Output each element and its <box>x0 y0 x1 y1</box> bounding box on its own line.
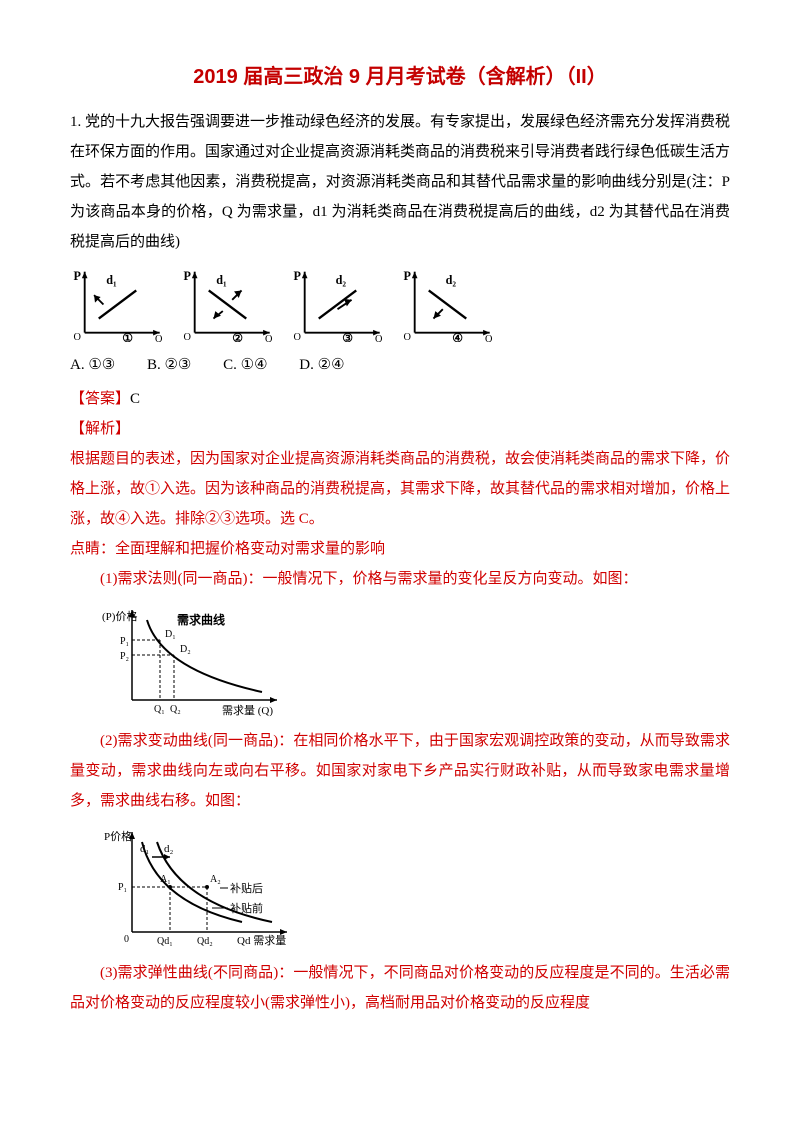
svg-text:0: 0 <box>124 934 129 945</box>
svg-text:D₁: D₁ <box>165 629 176 640</box>
svg-text:P₂: P₂ <box>120 651 129 662</box>
svg-text:d₁: d₁ <box>106 273 117 287</box>
svg-text:d₂: d₂ <box>336 273 347 287</box>
answer-value: C <box>130 391 140 407</box>
chart-2: P Q O d₁ ② <box>180 267 275 342</box>
option-d: D. ②④ <box>299 350 344 380</box>
analysis-p3: (1)需求法则(同一商品)：一般情况下，价格与需求量的变化呈反方向变动。如图： <box>70 564 730 594</box>
svg-text:P₁: P₁ <box>118 882 127 893</box>
analysis-p5: (3)需求弹性曲线(不同商品)：一般情况下，不同商品对价格变动的反应程度是不同的… <box>70 958 730 1018</box>
svg-text:③: ③ <box>342 331 353 342</box>
option-b: B. ②③ <box>147 350 191 380</box>
q1-options: A. ①③ B. ②③ C. ①④ D. ②④ <box>70 350 730 380</box>
svg-text:④: ④ <box>452 331 463 342</box>
svg-text:②: ② <box>232 331 243 342</box>
svg-text:d₂: d₂ <box>164 843 174 855</box>
svg-text:Q₁: Q₁ <box>154 704 165 715</box>
svg-text:P价格: P价格 <box>104 829 132 843</box>
svg-text:需求曲线: 需求曲线 <box>177 612 225 627</box>
svg-text:①: ① <box>122 331 133 342</box>
svg-text:P: P <box>403 269 411 283</box>
svg-text:O: O <box>403 332 411 342</box>
svg-text:Q: Q <box>485 334 493 342</box>
svg-text:补贴前: 补贴前 <box>230 901 263 915</box>
svg-text:需求量 (Q): 需求量 (Q) <box>222 704 273 717</box>
svg-text:Qd₂: Qd₂ <box>197 936 213 947</box>
svg-text:O: O <box>73 332 81 342</box>
chart-4: P Q O d₂ ④ <box>400 267 495 342</box>
svg-text:A₁: A₁ <box>160 874 171 885</box>
option-a: A. ①③ <box>70 350 115 380</box>
svg-text:Q: Q <box>155 334 163 342</box>
svg-text:D₂: D₂ <box>180 644 191 655</box>
svg-text:Q: Q <box>375 334 383 342</box>
q1-stem: 1. 党的十九大报告强调要进一步推动绿色经济的发展。有专家提出，发展绿色经济需充… <box>70 107 730 257</box>
chart-1: P Q O d₁ ① <box>70 267 165 342</box>
svg-text:Qd₁: Qd₁ <box>157 936 173 947</box>
option-c: C. ①④ <box>223 350 267 380</box>
page-title: 2019 届高三政治 9 月月考试卷（含解析）（II） <box>70 60 730 89</box>
chart-3: P Q O d₂ ③ <box>290 267 385 342</box>
svg-text:O: O <box>293 332 301 342</box>
analysis-p2: 点睛：全面理解和把握价格变动对需求量的影响 <box>70 534 730 564</box>
svg-text:P: P <box>183 269 191 283</box>
svg-text:补贴后: 补贴后 <box>230 881 263 895</box>
answer-line: 【答案】C <box>70 384 730 414</box>
analysis-label: 【解析】 <box>70 414 730 444</box>
svg-text:O: O <box>183 332 191 342</box>
svg-text:Qd 需求量: Qd 需求量 <box>237 934 286 947</box>
svg-text:P: P <box>293 269 301 283</box>
svg-text:d₂: d₂ <box>446 273 457 287</box>
svg-text:P₁: P₁ <box>120 636 129 647</box>
svg-text:Q: Q <box>265 334 273 342</box>
svg-text:Q₂: Q₂ <box>170 704 181 715</box>
svg-text:P: P <box>73 269 81 283</box>
svg-text:A₂: A₂ <box>210 874 221 885</box>
q1-charts: P Q O d₁ ① P Q O d₁ ② <box>70 267 730 342</box>
svg-text:(P)价格: (P)价格 <box>102 609 137 623</box>
svg-text:d₁: d₁ <box>216 273 227 287</box>
analysis-p1: 根据题目的表述，因为国家对企业提高资源消耗类商品的消费税，故会使消耗类商品的需求… <box>70 444 730 534</box>
svg-text:d₁: d₁ <box>140 843 150 855</box>
answer-label: 【答案】 <box>70 391 130 407</box>
figure-demand-shift: P价格 d₁ d₂ P₁ A₁ A₂ Qd₁ Qd₂ 补贴后 补贴前 Qd 需求… <box>102 822 730 952</box>
figure-demand-law: (P)价格 P₁ P₂ Q₁ Q₂ D₁ D₂ 需求曲线 需求量 (Q) <box>102 600 730 720</box>
analysis-p4: (2)需求变动曲线(同一商品)：在相同价格水平下，由于国家宏观调控政策的变动，从… <box>70 726 730 816</box>
